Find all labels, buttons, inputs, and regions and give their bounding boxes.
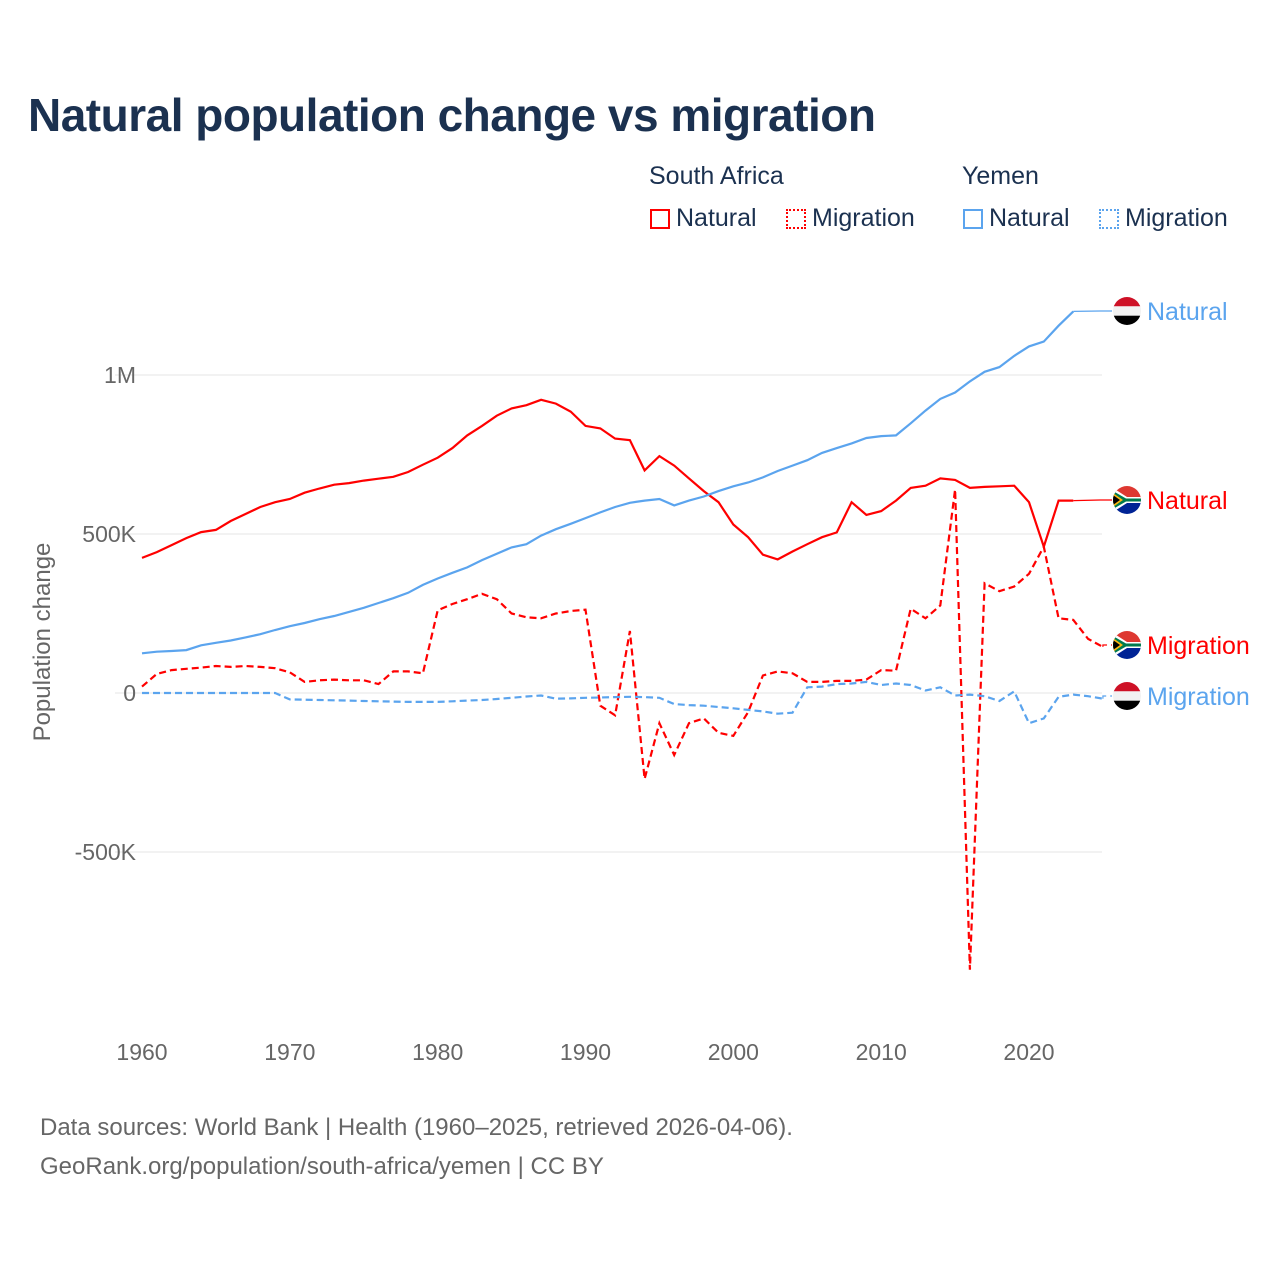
yemen-flag-icon	[1113, 297, 1141, 325]
series-line-yemen-migration	[142, 680, 1104, 725]
source-line-1: Data sources: World Bank | Health (1960–…	[40, 1114, 793, 1141]
x-tick-label: 1970	[264, 1039, 315, 1065]
series-end-label: Migration	[1147, 632, 1250, 660]
source-note: Data sources: World Bank | Health (1960–…	[40, 1108, 793, 1186]
y-tick-label: 1M	[104, 362, 136, 388]
series-end-label: Natural	[1147, 487, 1228, 515]
series-end-label: Natural	[1147, 298, 1228, 326]
series-end-label: Migration	[1147, 683, 1250, 711]
legend-item-yemen-natural[interactable]: Natural	[963, 204, 1070, 233]
y-axis-label: Population change	[29, 543, 56, 742]
legend-label: Natural	[989, 204, 1070, 232]
y-tick-label: 500K	[82, 521, 136, 547]
x-tick-label: 1980	[412, 1039, 463, 1065]
x-tick-label: 2000	[708, 1039, 759, 1065]
x-tick-label: 1990	[560, 1039, 611, 1065]
x-tick-label: 2010	[856, 1039, 907, 1065]
legend-label: Natural	[676, 204, 757, 232]
legend-swatch-solid-icon	[650, 208, 670, 229]
legend-swatch-solid-icon	[963, 208, 983, 229]
legend-swatch-dotted-icon	[1099, 208, 1119, 229]
label-connector	[1102, 644, 1112, 647]
chart-title: Natural population change vs migration	[28, 89, 876, 141]
series-line-yemen-natural	[141, 310, 1075, 655]
legend-swatch-dotted-icon	[786, 208, 806, 229]
legend-label: Migration	[812, 204, 915, 232]
legend-group-yemen: Yemen	[962, 162, 1039, 190]
yemen-flag-icon	[1113, 682, 1141, 710]
label-connector	[1102, 695, 1112, 699]
legend-group-south-africa: South Africa	[649, 162, 784, 190]
x-tick-label: 2020	[1003, 1039, 1054, 1065]
y-tick-label: -500K	[75, 839, 137, 865]
legend-item-sa-migration[interactable]: Migration	[786, 204, 915, 233]
y-tick-label: 0	[123, 680, 136, 706]
x-tick-label: 1960	[116, 1039, 167, 1065]
legend-item-sa-natural[interactable]: Natural	[650, 204, 757, 233]
legend-label: Migration	[1125, 204, 1228, 232]
source-line-2: GeoRank.org/population/south-africa/yeme…	[40, 1153, 604, 1180]
series-line-south-africa-natural	[141, 398, 1074, 561]
legend-item-yemen-migration[interactable]: Migration	[1099, 204, 1228, 233]
label-connector	[1073, 499, 1112, 502]
series-line-south-africa-migration	[141, 489, 1104, 970]
south-africa-flag-icon	[1113, 631, 1141, 659]
south-africa-flag-icon	[1113, 486, 1141, 514]
